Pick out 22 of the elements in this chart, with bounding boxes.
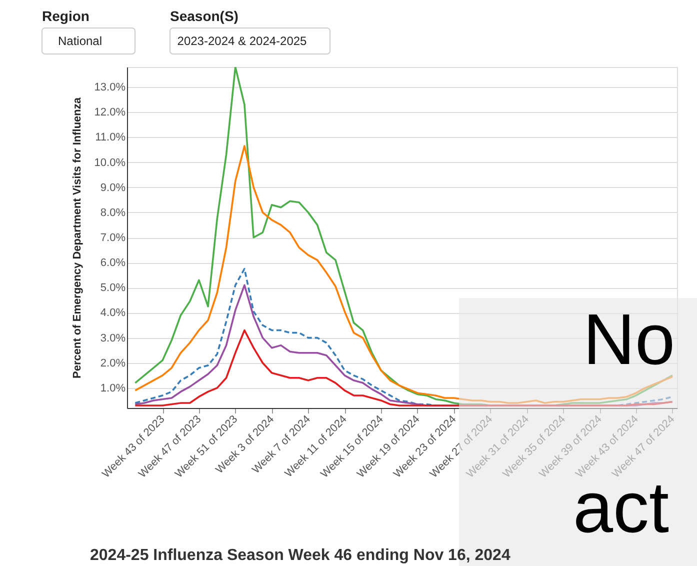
text: 2024-25 Influenza Season Week 46 ending Nov 16, 2024 bbox=[90, 547, 510, 564]
annotation: No bbox=[583, 300, 676, 380]
y-tick-label: 10.0% bbox=[94, 156, 126, 169]
y-axis-title: Percent of Emergency Department Visits for Influenza bbox=[71, 96, 84, 378]
y-tick-label: 6.0% bbox=[100, 257, 126, 270]
y-tick-label: 1.0% bbox=[100, 382, 126, 394]
y-tick-label: 2.0% bbox=[100, 357, 126, 370]
text: Season(S) bbox=[170, 8, 238, 24]
y-tick-label: 7.0% bbox=[100, 232, 126, 244]
y-tick-label: 9.0% bbox=[100, 182, 126, 194]
text: Region bbox=[42, 8, 90, 24]
y-tick-label: 12.0% bbox=[94, 106, 126, 119]
line-series bbox=[134, 67, 674, 406]
text: 2023-2024 & 2024-2025 bbox=[177, 34, 308, 48]
text: National bbox=[58, 34, 102, 48]
y-tick-label: 13.0% bbox=[94, 82, 126, 94]
y-tick-label: 8.0% bbox=[100, 206, 126, 219]
y-tick-label: 4.0% bbox=[100, 307, 126, 320]
y-tick-label: 5.0% bbox=[100, 282, 126, 294]
y-tick-label: 3.0% bbox=[100, 332, 126, 344]
y-tick-label: 11.0% bbox=[95, 132, 126, 144]
line-series bbox=[134, 145, 674, 404]
